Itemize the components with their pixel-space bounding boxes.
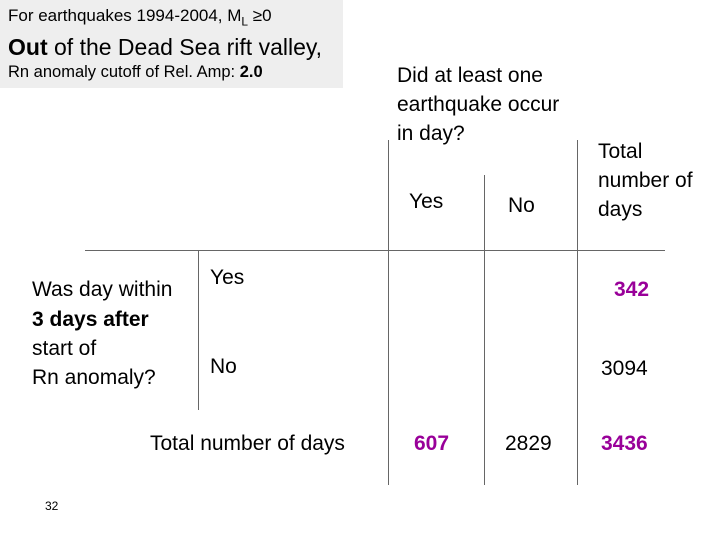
header-line-2: Out of the Dead Sea rift valley, [8, 34, 323, 60]
header-line-1: For earthquakes 1994-2004, ML ≥0 [8, 6, 272, 29]
header-box [0, 0, 343, 88]
row-no-label: No [210, 355, 237, 378]
row-question-line-2: 3 days after [32, 308, 149, 331]
row-question-line-1: Was day within [32, 278, 173, 301]
column-question: Did at least one earthquake occur in day… [397, 64, 560, 145]
row-question-line-3: start of [32, 337, 97, 360]
grand-total: 3436 [601, 432, 648, 455]
col-no-header: No [508, 194, 535, 217]
yes-row-total: 342 [614, 278, 650, 301]
divider-middle [484, 175, 485, 485]
total-yes-column: 607 [414, 432, 450, 455]
slide-number: 32 [45, 499, 59, 513]
col-yes-header: Yes [409, 190, 444, 213]
row-yes-label: Yes [210, 266, 245, 289]
header-line-3: Rn anomaly cutoff of Rel. Amp: 2.0 [8, 63, 263, 81]
no-row-total: 3094 [601, 357, 648, 380]
table-top-rule [85, 250, 665, 251]
divider-left [388, 140, 389, 485]
row-question-line-4: Rn anomaly? [32, 366, 156, 389]
divider-row-labels [198, 250, 199, 410]
row-total-label: Total number of days [150, 432, 345, 455]
column-total-header: Total number of days [598, 140, 693, 221]
divider-right [577, 140, 578, 485]
total-no-column: 2829 [505, 432, 552, 455]
